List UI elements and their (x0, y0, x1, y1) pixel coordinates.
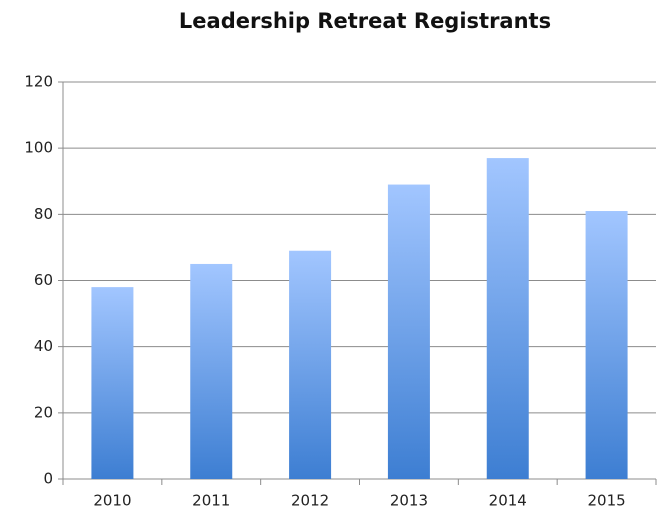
bar (486, 158, 529, 479)
x-tick-label: 2014 (489, 492, 527, 510)
x-tick-label: 2015 (587, 492, 625, 510)
bar (289, 250, 332, 479)
x-tick-label: 2013 (390, 492, 428, 510)
bar (585, 211, 628, 479)
y-tick-label: 120 (24, 73, 53, 91)
x-tick-label: 2012 (291, 492, 329, 510)
y-tick-label: 80 (34, 205, 53, 223)
bar (387, 184, 430, 479)
x-tick-label: 2010 (93, 492, 131, 510)
y-tick-label: 60 (34, 271, 53, 289)
chart-title: Leadership Retreat Registrants (179, 9, 551, 33)
bar (190, 263, 233, 479)
y-tick-label: 100 (24, 139, 53, 157)
x-tick-label: 2011 (192, 492, 230, 510)
y-tick-label: 0 (43, 470, 53, 488)
bar (91, 287, 134, 479)
y-tick-label: 40 (34, 337, 53, 355)
y-tick-label: 20 (34, 403, 53, 421)
